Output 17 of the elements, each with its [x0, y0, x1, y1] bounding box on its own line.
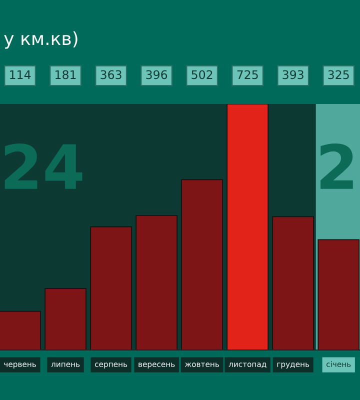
bar	[0, 310, 41, 350]
data-label: 396	[146, 70, 168, 80]
data-label: 325	[328, 70, 349, 80]
annotation: 2	[320, 144, 353, 189]
bar	[226, 104, 268, 350]
data-label: 393	[282, 70, 304, 80]
data-label: 502	[192, 70, 212, 80]
bar	[272, 216, 314, 350]
data-label: 725	[237, 70, 258, 80]
data-label: 363	[100, 70, 122, 80]
bar	[90, 226, 132, 350]
data-label: 114	[10, 70, 31, 79]
bar	[44, 288, 86, 350]
bar	[136, 215, 178, 350]
bar	[181, 179, 223, 350]
data-label: 181	[56, 70, 76, 80]
chart-title: у км.кв)	[4, 31, 78, 49]
